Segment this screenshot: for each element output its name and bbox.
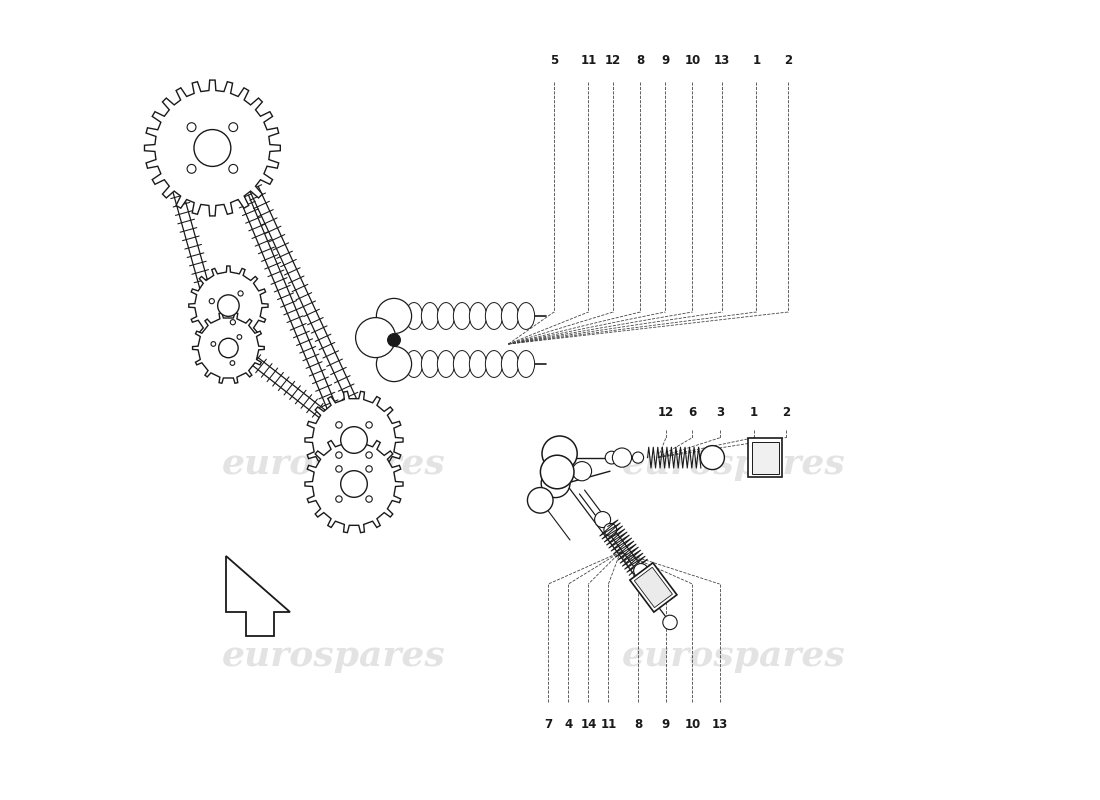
Circle shape [663, 615, 678, 630]
Polygon shape [189, 266, 268, 346]
Circle shape [229, 165, 238, 174]
Text: 3: 3 [716, 406, 725, 418]
Bar [630, 563, 676, 612]
Circle shape [187, 122, 196, 131]
Text: 4: 4 [564, 718, 572, 730]
Text: 12: 12 [658, 406, 674, 418]
Circle shape [336, 496, 342, 502]
Circle shape [230, 361, 234, 366]
Circle shape [366, 452, 372, 458]
Text: 9: 9 [661, 54, 669, 66]
Ellipse shape [421, 302, 439, 330]
Text: eurospares: eurospares [623, 639, 846, 673]
Ellipse shape [453, 350, 471, 378]
Circle shape [238, 291, 243, 296]
Circle shape [355, 318, 396, 358]
Circle shape [605, 451, 618, 464]
Text: eurospares: eurospares [222, 639, 446, 673]
Text: 11: 11 [581, 54, 596, 66]
Text: 7: 7 [544, 718, 552, 730]
Circle shape [595, 511, 610, 527]
Circle shape [229, 122, 238, 131]
Circle shape [341, 470, 367, 498]
Circle shape [634, 563, 648, 578]
Ellipse shape [517, 350, 535, 378]
Text: 13: 13 [714, 54, 730, 66]
Polygon shape [144, 80, 280, 216]
Polygon shape [226, 556, 290, 636]
Circle shape [540, 455, 574, 489]
Text: 12: 12 [605, 54, 621, 66]
Text: eurospares: eurospares [623, 447, 846, 481]
Bar [748, 438, 782, 477]
Circle shape [336, 452, 342, 458]
Circle shape [701, 446, 725, 470]
Text: 1: 1 [750, 406, 758, 418]
Text: 8: 8 [634, 718, 642, 730]
Text: 9: 9 [662, 718, 670, 730]
Circle shape [642, 574, 651, 583]
Circle shape [366, 466, 372, 472]
Circle shape [376, 346, 411, 382]
Text: 1: 1 [752, 54, 760, 66]
Circle shape [238, 334, 242, 339]
Ellipse shape [453, 302, 471, 330]
Circle shape [366, 496, 372, 502]
Circle shape [387, 334, 400, 346]
Circle shape [542, 436, 578, 471]
Ellipse shape [502, 302, 518, 330]
Circle shape [632, 452, 644, 463]
Text: 11: 11 [601, 718, 616, 730]
Circle shape [187, 165, 196, 174]
Circle shape [541, 469, 570, 498]
Circle shape [366, 422, 372, 428]
Text: eurospares: eurospares [222, 447, 446, 481]
Text: 6: 6 [689, 406, 696, 418]
Text: 2: 2 [784, 54, 792, 66]
Ellipse shape [438, 302, 454, 330]
Bar [751, 442, 779, 474]
Text: 8: 8 [636, 54, 645, 66]
Ellipse shape [406, 350, 422, 378]
Text: 2: 2 [782, 406, 790, 418]
Polygon shape [305, 435, 403, 533]
Circle shape [572, 462, 592, 481]
Ellipse shape [470, 350, 486, 378]
Ellipse shape [485, 302, 503, 330]
Circle shape [219, 338, 238, 358]
Ellipse shape [470, 302, 486, 330]
Circle shape [209, 298, 214, 304]
Circle shape [218, 295, 239, 316]
Text: 10: 10 [684, 54, 701, 66]
Ellipse shape [406, 302, 422, 330]
Ellipse shape [438, 350, 454, 378]
Circle shape [604, 523, 617, 536]
Circle shape [211, 342, 216, 346]
Text: 10: 10 [684, 718, 701, 730]
Circle shape [613, 448, 631, 467]
Polygon shape [192, 313, 264, 383]
Circle shape [336, 466, 342, 472]
Ellipse shape [485, 350, 503, 378]
Polygon shape [305, 391, 403, 489]
Circle shape [527, 487, 553, 513]
Ellipse shape [421, 350, 439, 378]
Circle shape [336, 422, 342, 428]
Circle shape [341, 426, 367, 454]
Ellipse shape [517, 302, 535, 330]
Text: 14: 14 [580, 718, 596, 730]
Circle shape [230, 320, 235, 325]
Text: 5: 5 [550, 54, 558, 66]
Bar [635, 567, 672, 608]
Text: 13: 13 [712, 718, 728, 730]
Ellipse shape [502, 350, 518, 378]
Circle shape [194, 130, 231, 166]
Circle shape [376, 298, 411, 334]
